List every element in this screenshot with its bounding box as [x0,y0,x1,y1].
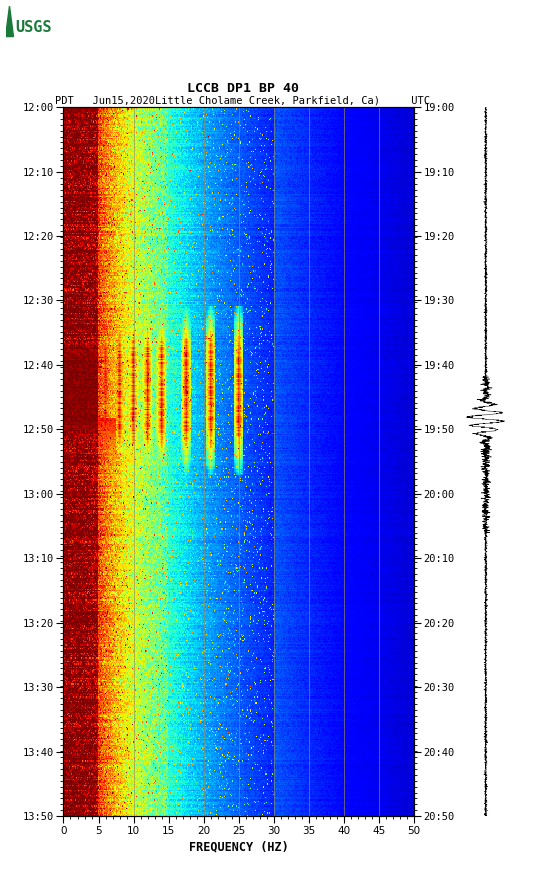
Text: LCCB DP1 BP 40: LCCB DP1 BP 40 [187,82,299,95]
X-axis label: FREQUENCY (HZ): FREQUENCY (HZ) [189,840,289,853]
Polygon shape [6,6,13,37]
Text: USGS: USGS [15,20,52,35]
Text: PDT   Jun15,2020Little Cholame Creek, Parkfield, Ca)     UTC: PDT Jun15,2020Little Cholame Creek, Park… [55,95,431,105]
